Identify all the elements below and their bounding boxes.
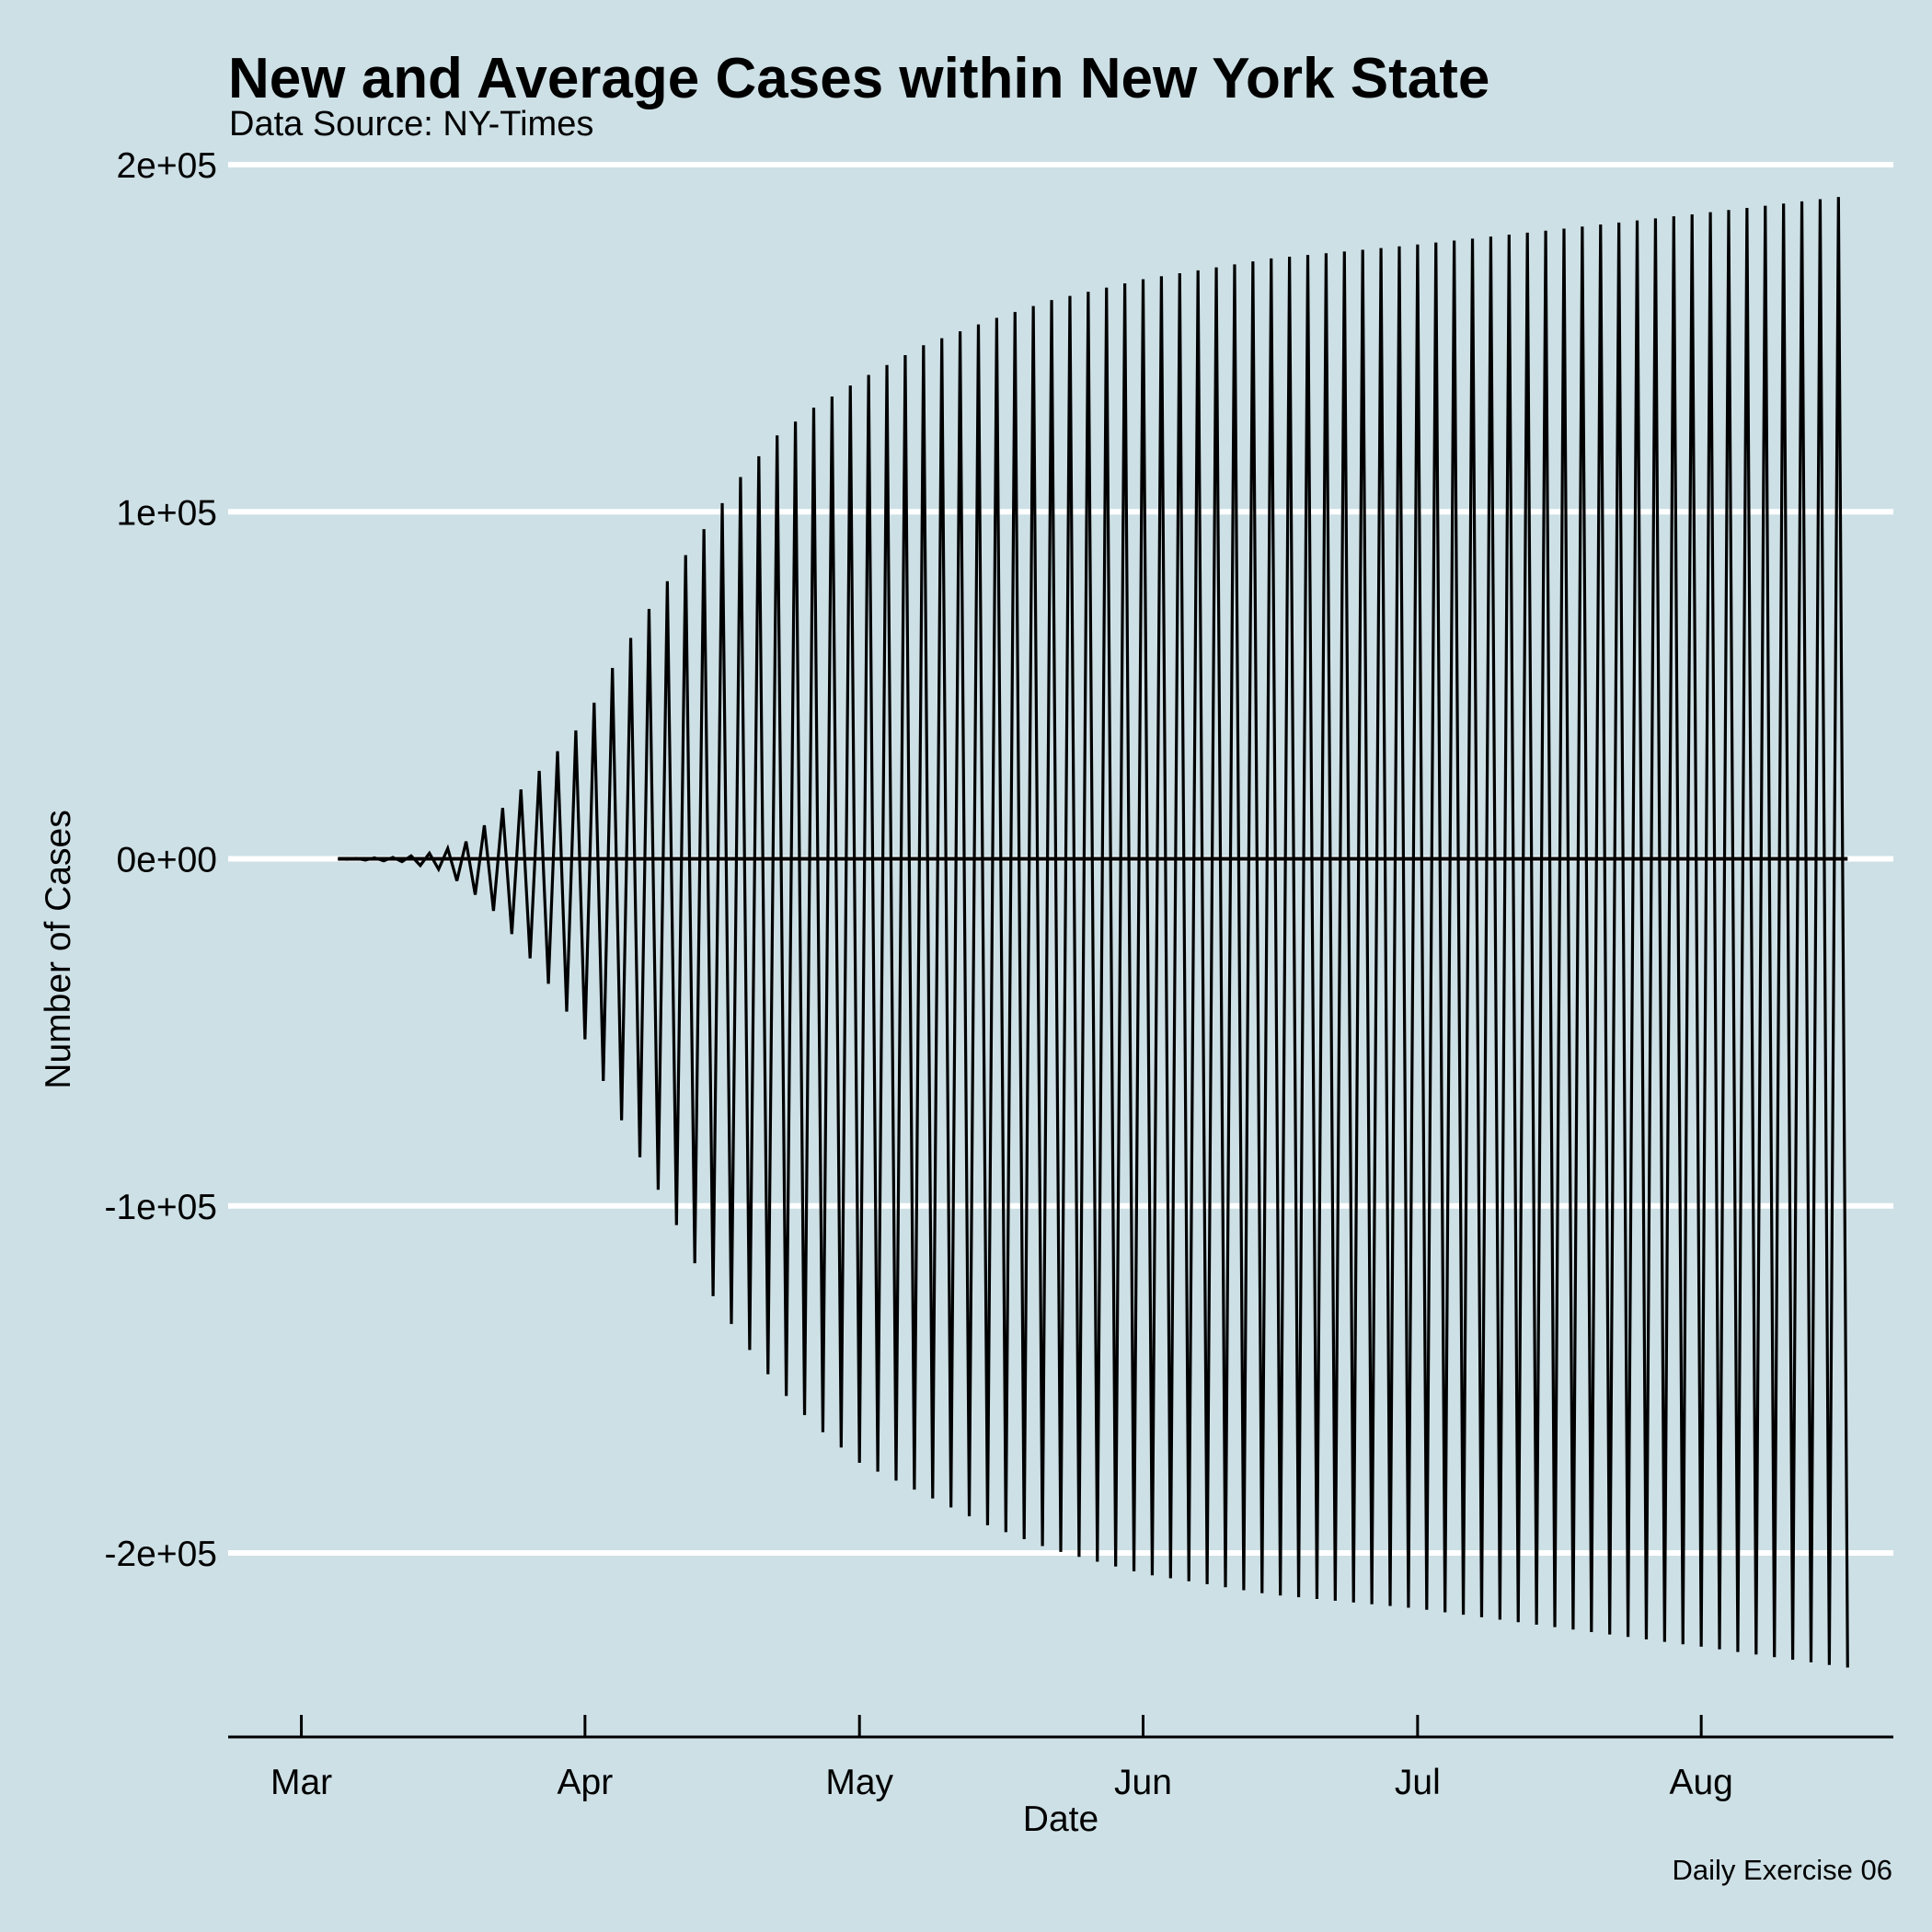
x-tick-label-0: Mar — [270, 1763, 332, 1802]
x-tick-label-4: Jul — [1395, 1763, 1441, 1802]
y-tick-labels: 2e+05 1e+05 0e+00 -1e+05 -2e+05 — [104, 146, 217, 1574]
plot-area — [338, 197, 1849, 1668]
x-tick-label-2: May — [825, 1763, 893, 1802]
series-daily-line — [338, 197, 1849, 1668]
y-tick-label-1: 1e+05 — [116, 493, 217, 533]
y-tick-label-0: 2e+05 — [116, 146, 217, 186]
y-tick-label-3: -1e+05 — [104, 1188, 217, 1227]
y-tick-label-4: -2e+05 — [104, 1535, 217, 1574]
x-axis-ticks: Mar Apr May Jun Jul Aug — [270, 1715, 1733, 1802]
chart-caption: Daily Exercise 06 — [1673, 1854, 1892, 1886]
y-axis-label: Number of Cases — [39, 810, 78, 1088]
x-axis-label: Date — [1023, 1800, 1098, 1839]
x-tick-label-3: Jun — [1114, 1763, 1172, 1802]
x-tick-label-1: Apr — [558, 1763, 614, 1802]
y-tick-label-2: 0e+00 — [116, 841, 217, 880]
x-tick-label-5: Aug — [1669, 1763, 1732, 1802]
chart-title: New and Average Cases within New York St… — [228, 47, 1489, 110]
chart-subtitle: Data Source: NY-Times — [229, 105, 593, 144]
